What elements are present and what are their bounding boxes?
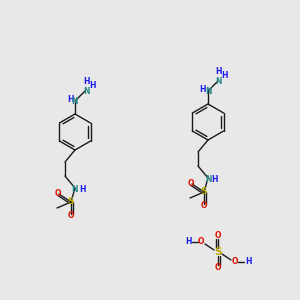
Text: H: H	[212, 175, 218, 184]
Text: H: H	[200, 85, 206, 94]
Text: N: N	[72, 97, 78, 106]
Text: O: O	[198, 238, 204, 247]
Text: N: N	[72, 184, 78, 194]
Text: S: S	[214, 247, 222, 257]
Text: H: H	[185, 238, 191, 247]
Text: N: N	[216, 76, 222, 85]
Text: O: O	[215, 232, 221, 241]
Text: O: O	[215, 263, 221, 272]
Text: H: H	[67, 95, 73, 104]
Text: N: N	[83, 86, 89, 95]
Text: O: O	[188, 178, 194, 188]
Text: H: H	[83, 77, 89, 86]
Text: H: H	[245, 257, 251, 266]
Text: O: O	[68, 211, 74, 220]
Text: H: H	[222, 70, 228, 80]
Text: O: O	[232, 257, 238, 266]
Text: S: S	[68, 197, 74, 206]
Text: O: O	[55, 188, 61, 197]
Text: S: S	[201, 188, 207, 196]
Text: N: N	[205, 175, 211, 184]
Text: H: H	[216, 68, 222, 76]
Text: N: N	[205, 86, 211, 95]
Text: H: H	[79, 184, 85, 194]
Text: H: H	[89, 80, 95, 89]
Text: O: O	[201, 200, 207, 209]
